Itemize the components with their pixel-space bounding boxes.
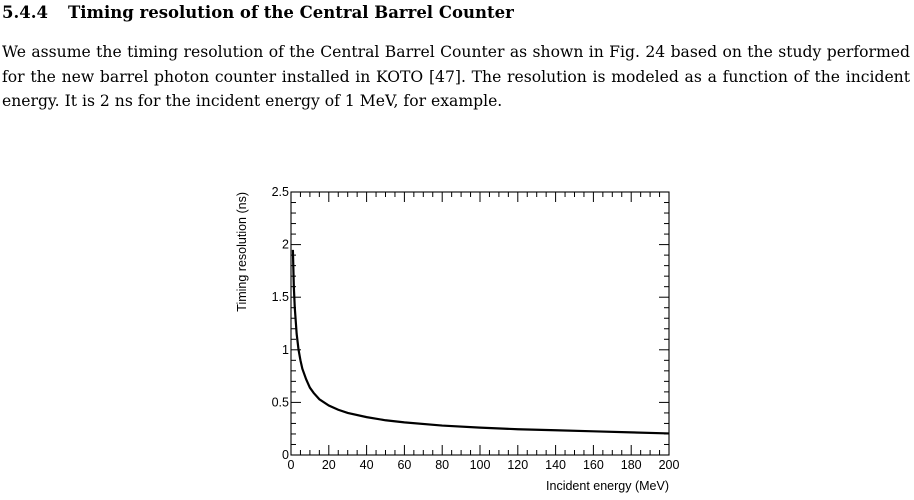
x-tick-label: 0 (288, 458, 295, 472)
x-tick-label: 60 (397, 458, 411, 472)
series-line-timing-resolution (291, 249, 670, 435)
x-tick-label: 120 (507, 458, 528, 472)
section-heading: 5.4.4 Timing resolution of the Central Ba… (2, 3, 514, 22)
y-tick-label: 1.5 (272, 290, 289, 304)
y-tick-label: 2.5 (272, 185, 289, 199)
y-tick-label: 2 (282, 238, 289, 252)
x-tick-label: 160 (583, 458, 604, 472)
x-tick-label: 80 (435, 458, 449, 472)
body-paragraph: We assume the timing resolution of the C… (2, 43, 910, 110)
x-tick-label: 20 (322, 458, 336, 472)
y-tick-label: 0 (282, 448, 289, 462)
x-tick-label: 100 (470, 458, 491, 472)
x-tick-label: 200 (659, 458, 680, 472)
plot-frame (290, 191, 670, 456)
y-axis-label: Timing resolution (ns) (235, 192, 249, 312)
section-number: 5.4.4 (2, 3, 48, 22)
y-tick-label: 0.5 (272, 395, 289, 409)
x-axis-label: Incident energy (MeV) (546, 479, 669, 493)
x-tick-label: 40 (360, 458, 374, 472)
section-title: Timing resolution of the Central Barrel … (68, 3, 514, 22)
y-tick-label: 1 (282, 343, 289, 357)
x-tick-label: 180 (621, 458, 642, 472)
x-tick-label: 140 (545, 458, 566, 472)
